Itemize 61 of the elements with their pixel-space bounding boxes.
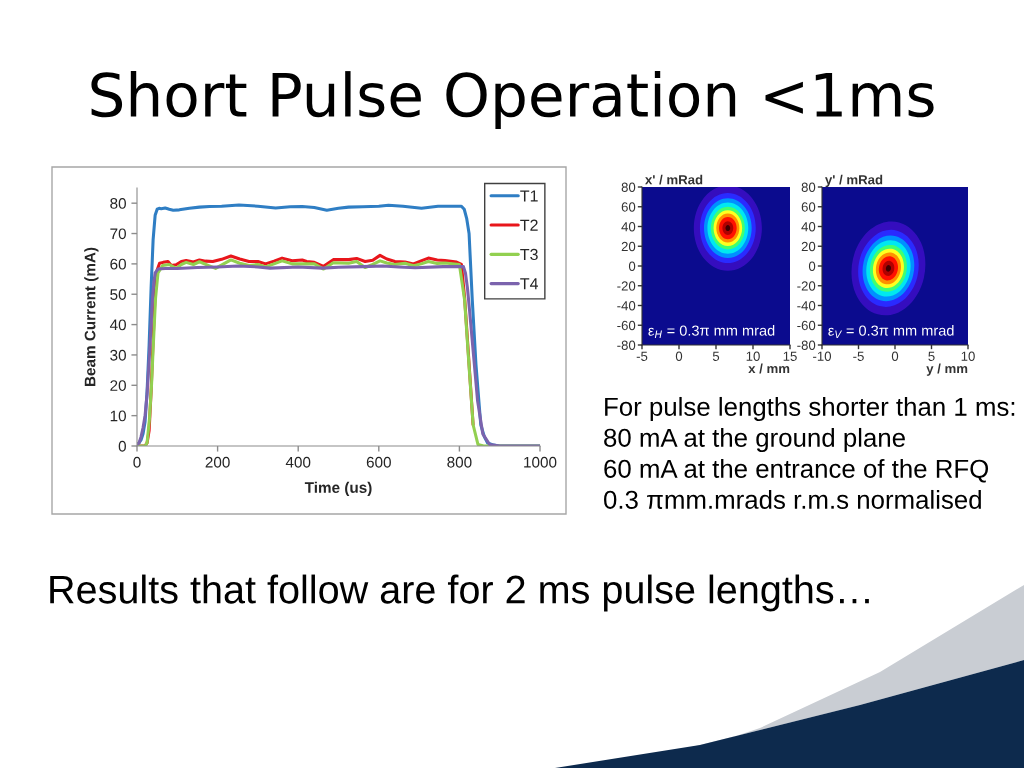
y-tick-label: 40 [109,319,126,331]
x-tick-label: -10 [813,351,832,361]
y-tick-label: 50 [110,289,126,300]
legend-label: T1 [520,190,538,202]
y-tick-label: 80 [801,182,816,192]
x-tick-label: 5 [928,351,935,361]
y-tick-label: 20 [801,241,816,252]
y-axis-title: y' / mRad [825,174,883,187]
text: 80 mA at the ground plane [604,427,905,453]
y-tick-label: 60 [621,202,636,212]
y-tick-label: -40 [617,301,636,311]
y-tick-label: 80 [110,198,126,209]
x-tick-label: 200 [205,456,230,468]
y-tick-label: 20 [110,380,126,391]
y-axis-title: Beam Current (mA) [84,247,99,387]
text: 0.3 πmm.mrads r.m.s normalised [604,489,981,509]
y-tick-label: -60 [797,320,816,331]
x-tick-label: 0 [891,351,899,361]
y-tick-label: -20 [617,281,636,291]
legend-label: T4 [520,278,539,290]
y-tick-label: 20 [621,241,636,252]
y-axis-title: x' / mRad [645,174,703,185]
y-tick-label: 0 [808,261,816,271]
x-tick-label: 600 [366,456,391,468]
chart-title: Short Pulse Operation <1ms [91,71,934,129]
y-tick-label: 40 [621,222,636,232]
x-tick-label: 0 [675,351,683,361]
legend-label: T3 [520,248,538,261]
x-axis-title: y / mm [926,363,968,376]
text: For pulse lengths shorter than 1 ms: [605,396,1015,422]
text: Results that follow are for 2 ms pulse lengths… [50,574,869,612]
x-tick-label: 1000 [524,456,557,468]
y-tick-label: -40 [797,301,816,311]
y-tick-label: 60 [110,258,126,270]
x-tick-label: -5 [636,351,648,361]
text: 60 mA at the entrance of the RFQ [604,458,989,483]
x-tick-label: 10 [746,351,760,361]
y-tick-label: -60 [617,320,636,331]
annotation: ε$_{V}$ = 0.3π mm mrad [828,325,954,338]
x-tick-label: 800 [447,456,472,468]
y-tick-label: 10 [110,410,126,422]
y-tick-label: -80 [797,340,816,350]
x-tick-label: 400 [285,456,311,468]
legend-label: T2 [520,219,538,231]
y-tick-label: 60 [801,202,816,212]
y-tick-label: -80 [617,340,636,350]
y-tick-label: 30 [110,349,126,361]
y-tick-label: 0 [628,261,636,271]
x-tick-label: 5 [712,351,720,361]
x-tick-label: -5 [853,351,864,361]
x-tick-label: 0 [133,456,141,468]
y-tick-label: 80 [621,182,636,192]
x-axis-title: Time (us) [304,481,372,497]
y-tick-label: 70 [110,228,126,240]
annotation: ε$_{H}$ = 0.3π mm mrad [648,325,775,338]
x-tick-label: 15 [783,351,797,361]
x-axis-title: x / mm [748,363,790,374]
y-tick-label: 0 [118,440,126,452]
x-tick-label: 10 [961,351,975,361]
y-tick-label: -20 [797,281,816,291]
y-tick-label: 40 [801,222,816,232]
